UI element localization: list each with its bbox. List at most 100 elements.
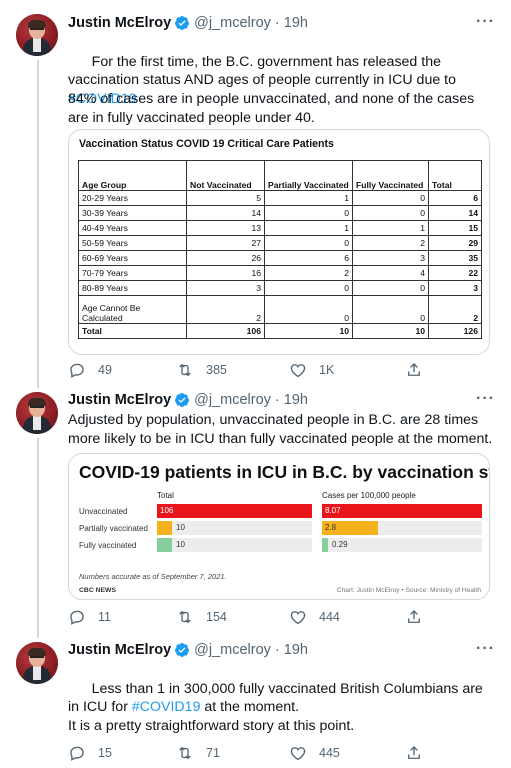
table-image-card[interactable]: Vaccination Status COVID 19 Critical Car…	[68, 129, 490, 355]
table-cell: 16	[186, 265, 265, 281]
table-row: 30-39 Years 14 0 0 14	[78, 205, 482, 221]
like-button[interactable]: 1K	[289, 360, 334, 380]
table-row: 70-79 Years 16 2 4 22	[78, 265, 482, 281]
table-cell: 1	[264, 190, 353, 206]
table-cell: 0	[264, 295, 353, 324]
chart-title: COVID-19 patients in ICU in B.C. by vacc…	[79, 462, 490, 482]
author-handle[interactable]: @j_mcelroy	[194, 392, 271, 408]
table-cell: 40-49 Years	[78, 220, 187, 236]
table-row: 80-89 Years 3 0 0 3	[78, 280, 482, 296]
more-options-icon[interactable]: ···	[476, 13, 495, 30]
table-cell: 14	[186, 205, 265, 221]
separator-dot: ·	[274, 642, 280, 658]
table-row: 50-59 Years 27 0 2 29	[78, 235, 482, 251]
like-button[interactable]: 444	[289, 607, 340, 627]
chart-image-card[interactable]: COVID-19 patients in ICU in B.C. by vacc…	[68, 453, 490, 600]
table-cell: 2	[352, 235, 429, 251]
verified-badge-icon	[175, 393, 190, 407]
table-cell: 1	[264, 220, 353, 236]
like-count: 444	[319, 610, 340, 624]
avatar[interactable]	[16, 392, 58, 434]
tweet-actions: 11 154 444	[68, 607, 428, 627]
data-label: 106	[160, 506, 174, 515]
category-label: Fully vaccinated	[79, 541, 137, 550]
tweet-2[interactable]: Justin McElroy @j_mcelroy · 19h ··· Adju…	[0, 380, 511, 630]
table-cell: 3	[186, 280, 265, 296]
hashtag-link[interactable]: #COVID19	[68, 90, 137, 107]
table-cell: 3	[352, 250, 429, 266]
more-options-icon[interactable]: ···	[476, 640, 495, 657]
retweet-button[interactable]: 71	[176, 743, 220, 763]
retweet-button[interactable]: 385	[176, 360, 227, 380]
table-cell: 27	[186, 235, 265, 251]
reply-button[interactable]: 49	[68, 360, 112, 380]
thread-connector	[37, 60, 39, 380]
table-cell: 2	[186, 295, 265, 324]
vaccination-table: Age Group Not Vaccinated Partially Vacci…	[78, 160, 482, 339]
table-cell: 35	[428, 250, 482, 266]
tweet-header: Justin McElroy @j_mcelroy · 19h	[68, 640, 495, 660]
author-name[interactable]: Justin McElroy	[68, 15, 172, 31]
data-label: 2.8	[325, 523, 337, 532]
table-cell: 50-59 Years	[78, 235, 187, 251]
table-cell: 0	[264, 235, 353, 251]
separator-dot: ·	[274, 392, 280, 408]
table-cell: 29	[428, 235, 482, 251]
reply-icon	[70, 746, 84, 761]
table-cell: 15	[428, 220, 482, 236]
like-button[interactable]: 445	[289, 743, 340, 763]
avatar[interactable]	[16, 14, 58, 56]
source-logo: CBC NEWS	[79, 587, 117, 594]
table-cell: 6	[428, 190, 482, 206]
table-cell: 20-29 Years	[78, 190, 187, 206]
tweet-3[interactable]: Justin McElroy @j_mcelroy · 19h ··· Less…	[0, 630, 511, 768]
thread-connector	[37, 438, 39, 630]
retweet-icon	[179, 610, 191, 624]
avatar[interactable]	[16, 642, 58, 684]
bar-track	[157, 521, 312, 535]
table-row: 60-69 Years 26 6 3 35	[78, 250, 482, 266]
series-header-total: Total	[157, 491, 174, 500]
table-row: 20-29 Years 5 1 0 6	[78, 190, 482, 206]
share-button[interactable]	[405, 743, 423, 763]
hashtag-link[interactable]: #COVID19	[131, 699, 201, 715]
table-cell: 80-89 Years	[78, 280, 187, 296]
like-icon	[290, 747, 306, 761]
tweet-1[interactable]: Justin McElroy @j_mcelroy · 19h ··· For …	[0, 0, 511, 380]
tweet-text-part: For the first time, the B.C. government …	[68, 53, 460, 89]
timestamp[interactable]: 19h	[283, 15, 308, 31]
share-icon	[408, 610, 420, 623]
share-button[interactable]	[405, 607, 423, 627]
timestamp[interactable]: 19h	[283, 392, 308, 408]
category-label: Unvaccinated	[79, 507, 128, 516]
chart-bar	[322, 521, 378, 535]
table-cell: 3	[428, 280, 482, 296]
share-button[interactable]	[405, 360, 423, 380]
thread-connector	[37, 630, 39, 638]
column-header: Fully Vaccinated	[352, 160, 429, 191]
table-cell: 5	[186, 190, 265, 206]
series-header-rate: Cases per 100,000 people	[322, 491, 416, 500]
retweet-button[interactable]: 154	[176, 607, 227, 627]
more-options-icon[interactable]: ···	[476, 390, 495, 407]
table-row: 40-49 Years 13 1 1 15	[78, 220, 482, 236]
reply-button[interactable]: 11	[68, 607, 111, 627]
reply-count: 11	[98, 610, 111, 624]
reply-button[interactable]: 15	[68, 743, 112, 763]
table-total-row: Total 106 10 10 126	[78, 323, 482, 339]
timestamp[interactable]: 19h	[283, 642, 308, 658]
retweet-count: 71	[206, 746, 220, 760]
table-cell: 0	[352, 295, 429, 324]
author-name[interactable]: Justin McElroy	[68, 642, 172, 658]
reply-count: 49	[98, 363, 112, 377]
chart-bar	[157, 538, 172, 552]
column-header: Age Group	[78, 160, 187, 191]
author-handle[interactable]: @j_mcelroy	[194, 642, 271, 658]
share-icon	[408, 746, 420, 759]
tweet-header: Justin McElroy @j_mcelroy · 19h	[68, 13, 495, 33]
column-header: Partially Vaccinated	[264, 160, 353, 191]
author-handle[interactable]: @j_mcelroy	[194, 15, 271, 31]
table-title: Vaccination Status COVID 19 Critical Car…	[79, 138, 334, 150]
author-name[interactable]: Justin McElroy	[68, 392, 172, 408]
tweet-text-part: Less than 1 in 300,000 fully vaccinated …	[68, 680, 487, 716]
